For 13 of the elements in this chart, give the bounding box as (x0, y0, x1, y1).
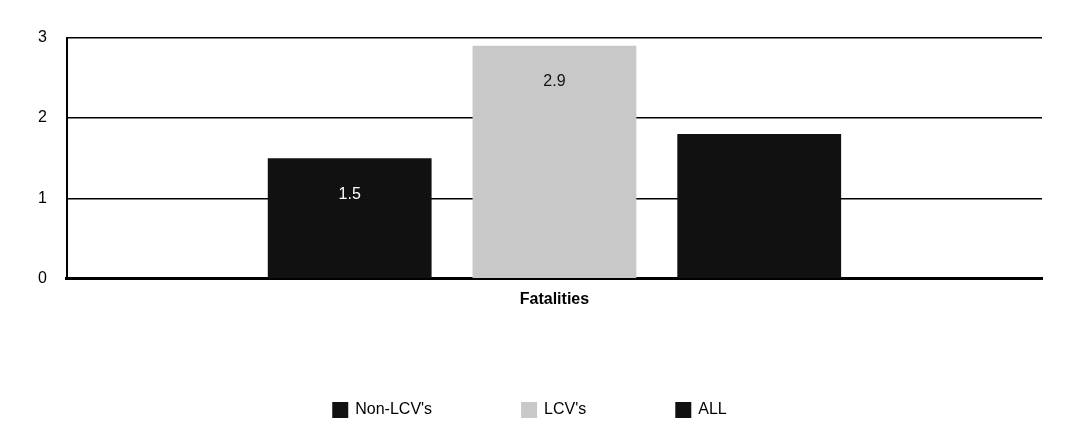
data-label: 2.9 (543, 72, 566, 90)
y-tick-label: 2 (37, 108, 47, 126)
legend-label: ALL (698, 400, 727, 418)
y-tick-label: 1 (37, 188, 47, 206)
x-tick-label: Fatalities (519, 289, 590, 307)
bar (267, 158, 432, 279)
data-label: 1.5 (338, 184, 361, 202)
y-tick-label: 0 (37, 269, 47, 287)
y-tick-label: 3 (37, 28, 47, 46)
bar (677, 134, 842, 279)
legend-label: LCV's (544, 400, 587, 418)
bar (472, 45, 637, 279)
legend-label: Non-LCV's (355, 400, 433, 418)
